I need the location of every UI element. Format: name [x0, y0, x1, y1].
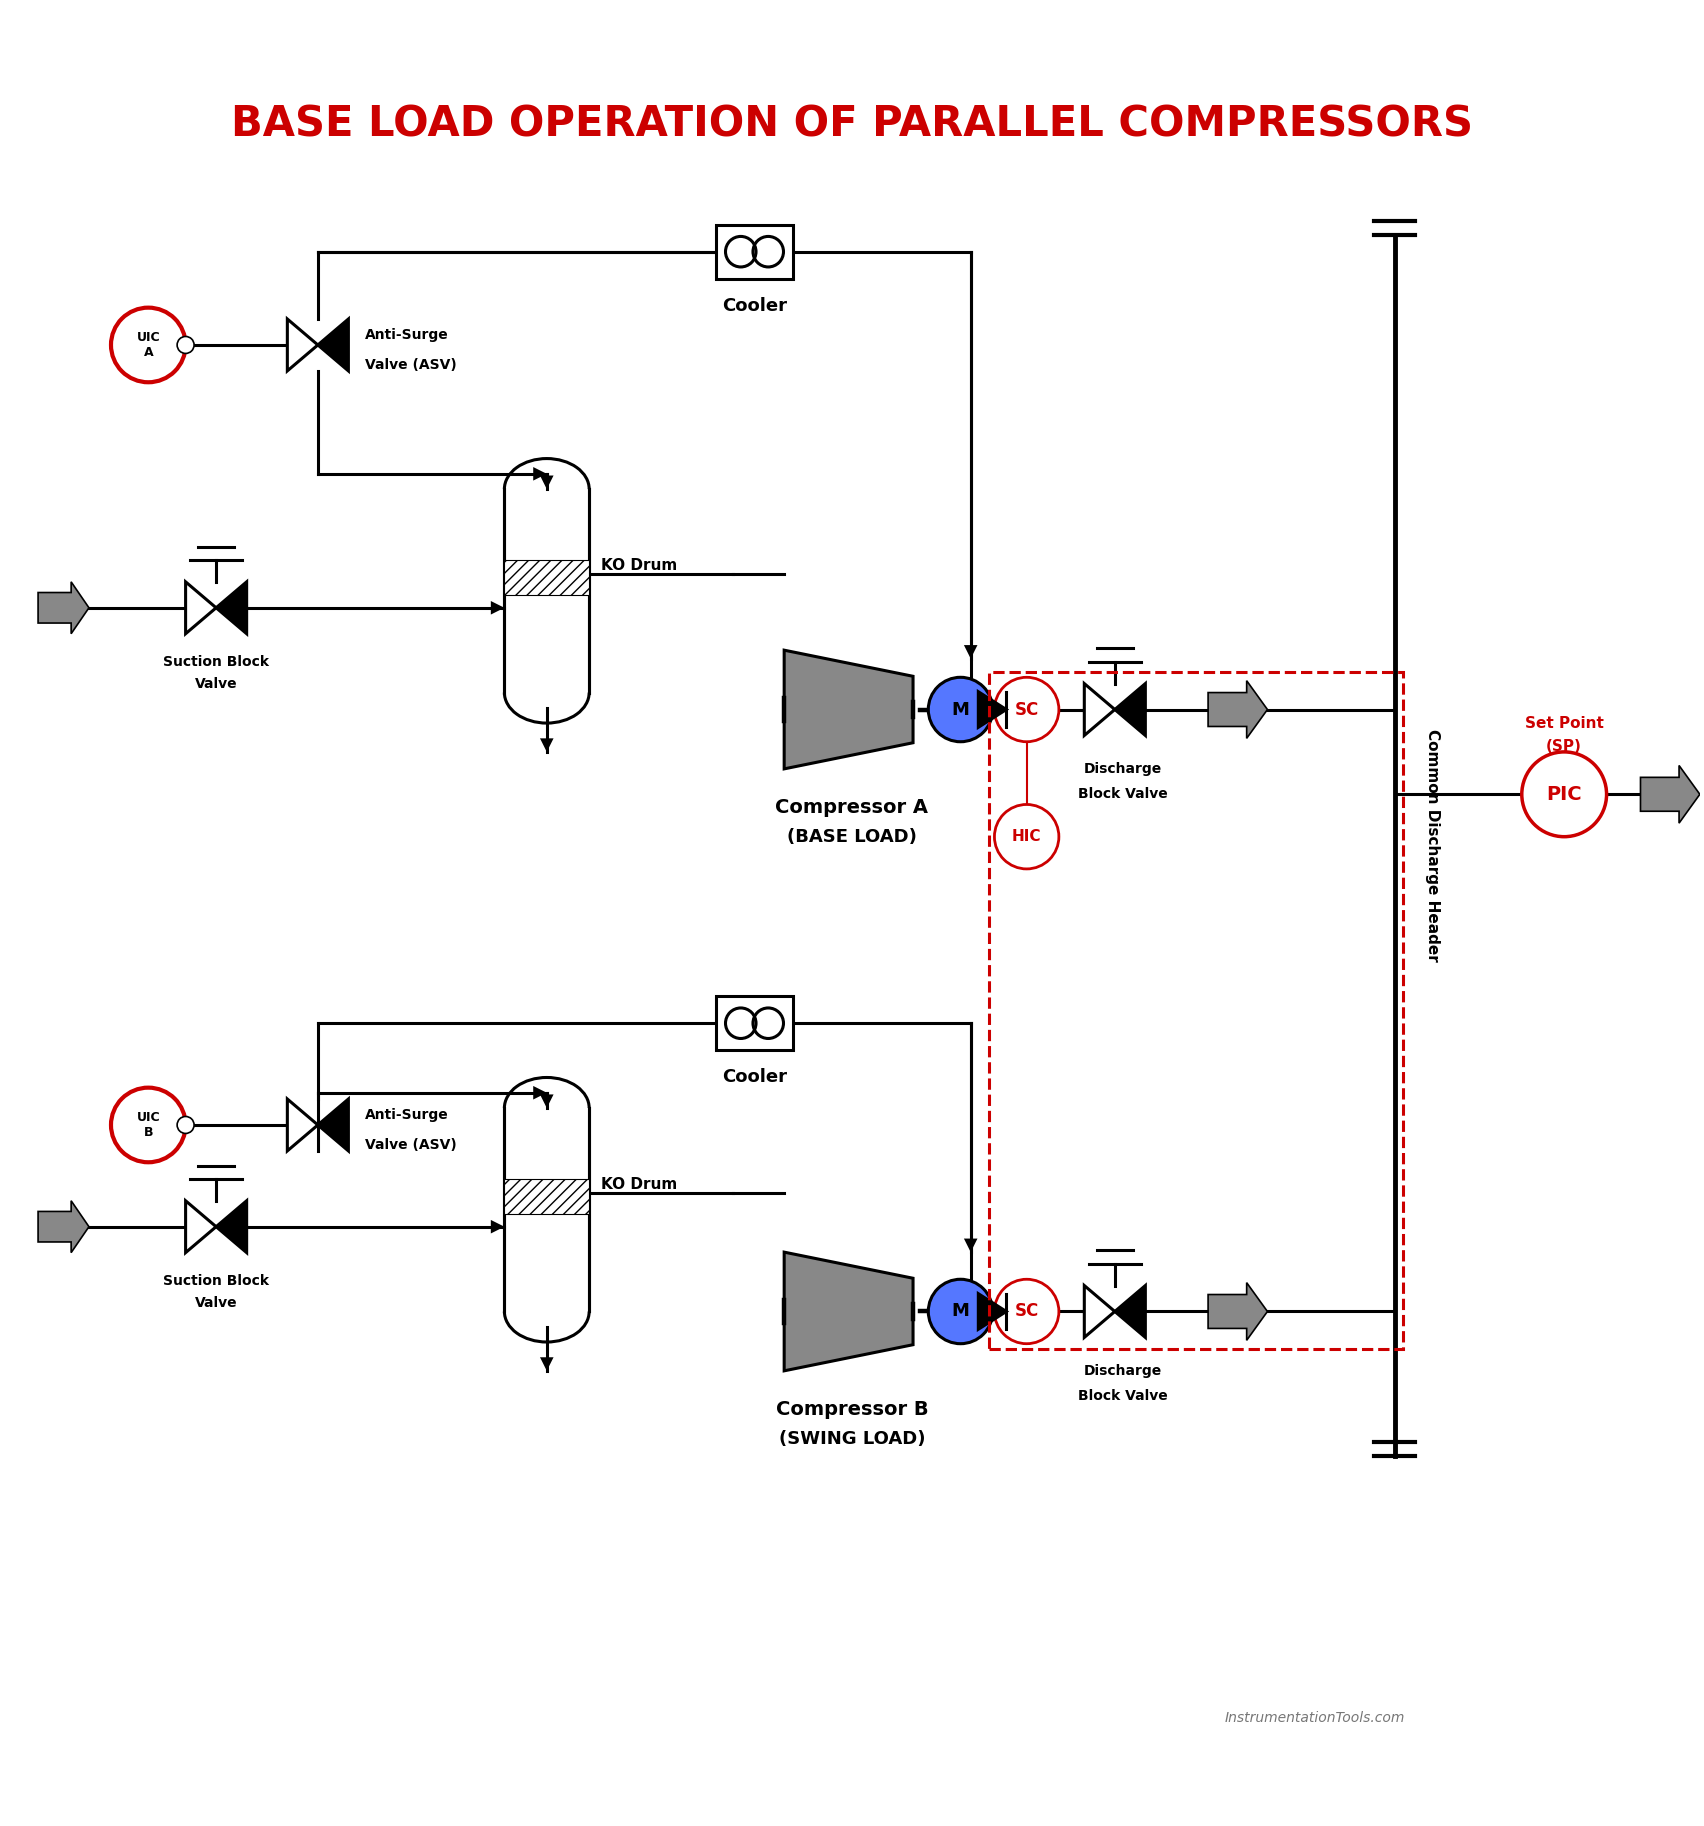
- Text: (BASE LOAD): (BASE LOAD): [787, 827, 917, 845]
- Polygon shape: [978, 1293, 1007, 1329]
- Polygon shape: [1084, 1286, 1114, 1337]
- Text: UIC
B: UIC B: [136, 1110, 160, 1139]
- Text: BASE LOAD OPERATION OF PARALLEL COMPRESSORS: BASE LOAD OPERATION OF PARALLEL COMPRESS…: [232, 104, 1472, 146]
- Text: Anti-Surge: Anti-Surge: [365, 1108, 450, 1121]
- Text: Common Discharge Header: Common Discharge Header: [1425, 729, 1440, 962]
- Polygon shape: [37, 1202, 89, 1253]
- Polygon shape: [540, 1357, 554, 1371]
- Text: Set Point: Set Point: [1525, 716, 1603, 730]
- Polygon shape: [319, 320, 348, 371]
- Circle shape: [177, 336, 194, 354]
- Polygon shape: [288, 1099, 319, 1150]
- Polygon shape: [964, 645, 978, 659]
- Circle shape: [995, 1280, 1058, 1344]
- Circle shape: [1522, 752, 1607, 836]
- Text: Suction Block: Suction Block: [164, 656, 269, 668]
- Circle shape: [995, 677, 1058, 741]
- Polygon shape: [319, 1099, 348, 1150]
- Polygon shape: [1208, 1282, 1268, 1340]
- Bar: [716, 997, 792, 1050]
- Text: Discharge: Discharge: [1084, 761, 1162, 776]
- Text: Valve (ASV): Valve (ASV): [365, 1138, 457, 1152]
- Polygon shape: [1641, 765, 1701, 824]
- Polygon shape: [1208, 681, 1268, 738]
- Polygon shape: [186, 1202, 216, 1253]
- Text: Cooler: Cooler: [722, 298, 787, 314]
- Circle shape: [995, 805, 1058, 869]
- Text: InstrumentationTools.com: InstrumentationTools.com: [1225, 1711, 1406, 1726]
- Text: M: M: [951, 701, 970, 718]
- Text: Block Valve: Block Valve: [1079, 787, 1169, 802]
- Text: Cooler: Cooler: [722, 1068, 787, 1086]
- Text: Anti-Surge: Anti-Surge: [365, 329, 450, 341]
- Polygon shape: [216, 1202, 247, 1253]
- Text: Valve: Valve: [194, 677, 237, 690]
- Text: Discharge: Discharge: [1084, 1364, 1162, 1379]
- Text: HIC: HIC: [1012, 829, 1041, 844]
- Text: (SWING LOAD): (SWING LOAD): [779, 1430, 925, 1448]
- Circle shape: [111, 1088, 186, 1163]
- Bar: [504, 1180, 590, 1214]
- Text: KO Drum: KO Drum: [602, 559, 676, 573]
- Polygon shape: [216, 582, 247, 634]
- Bar: [504, 561, 590, 595]
- Polygon shape: [288, 320, 319, 371]
- Circle shape: [929, 677, 993, 741]
- Text: (SP): (SP): [1546, 740, 1581, 754]
- Bar: [990, 672, 1402, 1349]
- Text: SC: SC: [1014, 1302, 1039, 1320]
- Text: Compressor B: Compressor B: [775, 1401, 929, 1419]
- Polygon shape: [784, 650, 913, 769]
- Bar: [504, 1108, 590, 1311]
- Polygon shape: [37, 582, 89, 634]
- Polygon shape: [540, 475, 554, 489]
- Text: Compressor A: Compressor A: [775, 798, 929, 818]
- Text: Suction Block: Suction Block: [164, 1275, 269, 1287]
- Text: UIC
A: UIC A: [136, 331, 160, 360]
- Text: KO Drum: KO Drum: [602, 1176, 676, 1192]
- Polygon shape: [1114, 683, 1145, 736]
- Polygon shape: [978, 692, 1007, 727]
- Text: PIC: PIC: [1546, 785, 1581, 803]
- Polygon shape: [491, 1220, 504, 1234]
- Text: M: M: [951, 1302, 970, 1320]
- Polygon shape: [533, 1086, 547, 1099]
- Polygon shape: [1084, 683, 1114, 736]
- Text: SC: SC: [1014, 701, 1039, 718]
- Text: Valve (ASV): Valve (ASV): [365, 358, 457, 373]
- Polygon shape: [540, 1094, 554, 1108]
- Circle shape: [177, 1116, 194, 1134]
- Bar: [504, 489, 590, 692]
- Polygon shape: [1114, 1286, 1145, 1337]
- Polygon shape: [964, 1238, 978, 1253]
- Polygon shape: [784, 1253, 913, 1371]
- Polygon shape: [186, 582, 216, 634]
- Polygon shape: [540, 738, 554, 752]
- Circle shape: [111, 307, 186, 382]
- Bar: [716, 225, 792, 279]
- Polygon shape: [491, 601, 504, 615]
- Circle shape: [929, 1280, 993, 1344]
- Text: Block Valve: Block Valve: [1079, 1390, 1169, 1402]
- Text: Valve: Valve: [194, 1296, 237, 1309]
- Polygon shape: [533, 467, 547, 480]
